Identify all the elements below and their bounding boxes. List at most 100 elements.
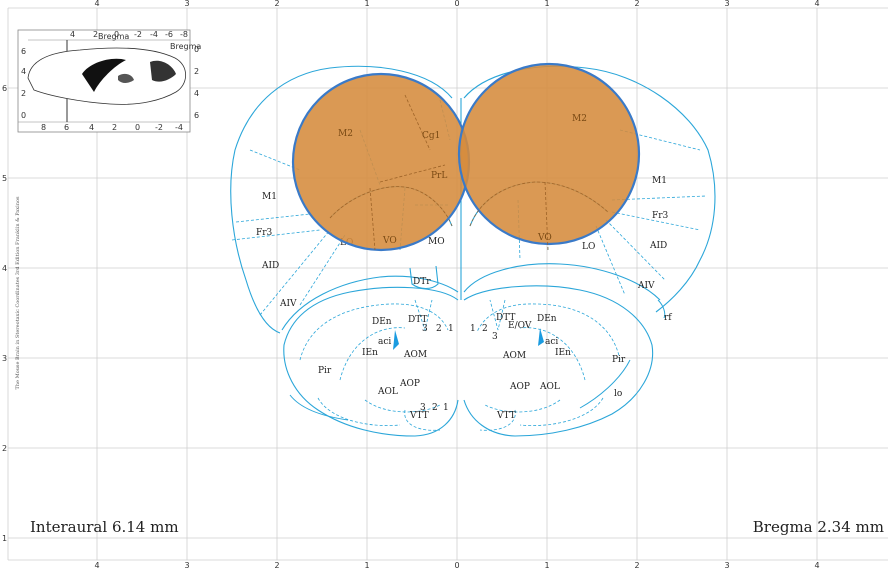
label-AOP-left: AOP: [399, 379, 420, 389]
inset-bottom-2: 6: [64, 123, 69, 132]
tick-bottom-1l: 1: [364, 561, 369, 570]
left-ticks: 6 5 4 3 2 1: [2, 84, 7, 543]
aci-left-mark: [393, 330, 399, 350]
label-AOM-right: AOM: [502, 351, 526, 361]
inset-left-2: 4: [21, 67, 26, 76]
label-num-3a: 3: [422, 324, 428, 334]
label-AOL-right: AOL: [539, 382, 560, 392]
overlay-structures: [329, 94, 609, 251]
label-IEn-right: IEn: [555, 348, 571, 358]
inset-top-6: -6: [165, 30, 173, 39]
inset-right-2: 2: [194, 67, 199, 76]
bregma-caption: Bregma 2.34 mm: [752, 518, 884, 536]
inset-bottom-6: -2: [155, 123, 163, 132]
overlay-circle-right: [457, 62, 641, 246]
tick-top-1r: 1: [544, 0, 549, 8]
label-Pir-right: Pir: [612, 355, 626, 365]
tick-top-2r: 2: [634, 0, 639, 8]
label-num-1b: 1: [470, 324, 476, 334]
label-Fr3-right: Fr3: [652, 211, 669, 221]
label-AID-right: AID: [649, 241, 667, 251]
inset-right-4: 6: [194, 111, 199, 120]
label-num-2a: 2: [436, 324, 442, 334]
label-M1-right: M1: [652, 176, 667, 186]
label-DTT-right: DTT: [496, 313, 515, 323]
tick-left-5: 5: [2, 174, 7, 183]
inset-top-7: -8: [180, 30, 188, 39]
label-IEn-left: IEn: [362, 348, 378, 358]
tick-left-1: 1: [2, 534, 7, 543]
label-AID-left: AID: [261, 261, 279, 271]
inset-bottom-3: 4: [89, 123, 94, 132]
tick-left-2: 2: [2, 444, 7, 453]
label-VTT-right: VTT: [496, 411, 516, 421]
tick-bottom-2l: 2: [274, 561, 279, 570]
label-DTT-left: DTT: [408, 315, 427, 325]
label-Pir-left: Pir: [318, 366, 332, 376]
label-lo: lo: [614, 389, 622, 399]
tick-top-0: 0: [454, 0, 459, 8]
label-DTr: DTr: [413, 277, 431, 287]
overlay-labels: M2 Cg1 PrL VO M2 VO: [338, 114, 587, 246]
label-VO-left: VO: [382, 236, 397, 246]
label-MO: MO: [428, 237, 445, 247]
atlas-credit: The Mouse Brain in Stereotaxic Coordinat…: [15, 196, 21, 390]
aci-right-mark: [538, 328, 544, 346]
label-rf: rf: [664, 313, 672, 323]
sagittal-inset: Bregma Bregma 4 2 0 -2 -4 -6 -8 8 6 4 2 …: [17, 29, 201, 133]
label-num-3c: 3: [420, 403, 426, 413]
label-M1-left: M1: [262, 192, 277, 202]
tick-bottom-0: 0: [454, 561, 459, 570]
label-num-2b: 2: [482, 324, 488, 334]
label-AOM-left: AOM: [403, 350, 427, 360]
inset-top-4: -2: [134, 30, 142, 39]
label-aci-left: aci: [378, 337, 391, 347]
anterior-commissure: [393, 328, 544, 350]
label-EOV: E/OV: [508, 321, 532, 331]
tick-bottom-2r: 2: [634, 561, 639, 570]
bottom-ticks: 4 3 2 1 0 1 2 3 4: [94, 561, 819, 570]
label-LO-right: LO: [582, 242, 595, 252]
label-PrL: PrL: [431, 171, 447, 181]
tick-left-6: 6: [2, 84, 7, 93]
inset-top-3: 0: [114, 30, 119, 39]
inset-top-2: 2: [93, 30, 98, 39]
inset-right-1: 0: [194, 45, 199, 54]
inset-top-5: -4: [150, 30, 158, 39]
region-labels: M1 Fr3 AID AIV LO MO DTr M1 Fr3 AID AIV …: [256, 176, 672, 421]
tick-top-3r: 3: [724, 0, 729, 8]
inset-top-1: 4: [70, 30, 75, 39]
label-Fr3-left: Fr3: [256, 228, 273, 238]
label-num-1a: 1: [448, 324, 454, 334]
inset-bottom-4: 2: [112, 123, 117, 132]
tick-left-3: 3: [2, 354, 7, 363]
inset-right-3: 4: [194, 89, 199, 98]
label-DEn-right: DEn: [537, 314, 557, 324]
label-M2-right: M2: [572, 114, 587, 124]
tick-bottom-3l: 3: [184, 561, 189, 570]
inset-left-4: 0: [21, 111, 26, 120]
label-num-2c: 2: [432, 403, 438, 413]
tick-top-4l: 4: [94, 0, 99, 8]
label-aci-right: aci: [545, 337, 558, 347]
overlay-circles: [291, 62, 641, 252]
tick-top-3l: 3: [184, 0, 189, 8]
label-AOL-left: AOL: [377, 387, 398, 397]
label-AIV-right: AIV: [637, 281, 655, 291]
label-num-1c: 1: [443, 403, 449, 413]
tick-bottom-4r: 4: [814, 561, 819, 570]
lateral-olfactory-tract: [289, 299, 666, 421]
label-M2-left: M2: [338, 129, 353, 139]
interaural-caption: Interaural 6.14 mm: [30, 518, 179, 536]
inset-bottom-7: -4: [175, 123, 183, 132]
tick-left-4: 4: [2, 264, 7, 273]
tick-bottom-1r: 1: [544, 561, 549, 570]
label-AOP-right: AOP: [509, 382, 530, 392]
inset-bregma-label-right: Bregma: [170, 42, 201, 51]
tick-bottom-4l: 4: [94, 561, 99, 570]
label-AIV-left: AIV: [279, 299, 297, 309]
inset-bottom-1: 8: [41, 123, 46, 132]
overlay-circle-left: [291, 72, 471, 252]
inset-left-3: 2: [21, 89, 26, 98]
